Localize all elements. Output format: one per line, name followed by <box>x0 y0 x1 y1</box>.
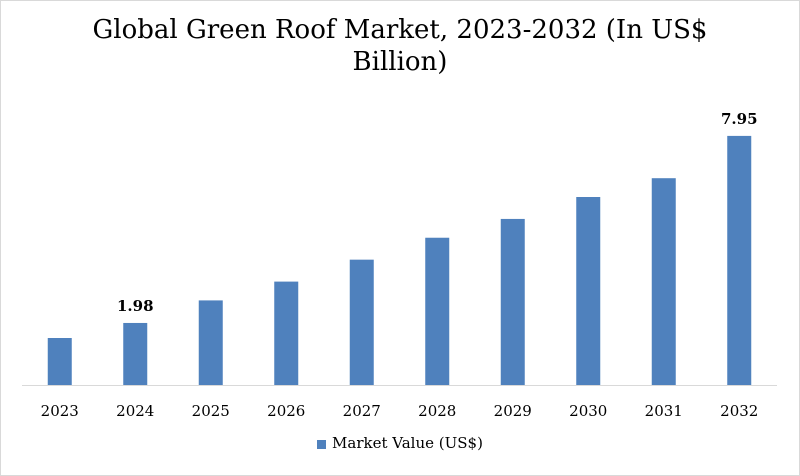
bar-2030 <box>576 197 601 385</box>
x-tick-label-2026: 2026 <box>267 402 305 420</box>
x-tick-label-2024: 2024 <box>116 402 154 420</box>
bar-2024 <box>123 322 148 385</box>
chart-title-line2: Billion) <box>352 47 448 77</box>
legend: Market Value (US$) <box>0 434 800 452</box>
x-tick-label-2025: 2025 <box>192 402 230 420</box>
bar-2027 <box>349 259 374 385</box>
x-tick-label-2031: 2031 <box>645 402 683 420</box>
bar-2031 <box>651 178 676 385</box>
x-tick-label-2032: 2032 <box>720 402 758 420</box>
legend-swatch <box>317 439 327 449</box>
bar-2028 <box>425 237 450 385</box>
data-label-2024: 1.98 <box>117 297 154 315</box>
legend-label: Market Value (US$) <box>332 434 483 452</box>
chart-title: Global Green Roof Market, 2023-2032 (In … <box>0 14 800 78</box>
bar-2026 <box>274 281 299 385</box>
x-tick-label-2028: 2028 <box>418 402 456 420</box>
bar-2029 <box>500 218 525 385</box>
x-tick-label-2023: 2023 <box>41 402 79 420</box>
x-tick-label-2027: 2027 <box>343 402 381 420</box>
bar-2025 <box>198 300 223 385</box>
data-label-2032: 7.95 <box>721 110 758 128</box>
bar-2032 <box>727 135 752 385</box>
x-tick-label-2029: 2029 <box>494 402 532 420</box>
bar-2023 <box>47 338 72 385</box>
chart-title-line1: Global Green Roof Market, 2023-2032 (In … <box>92 15 708 45</box>
x-tick-label-2030: 2030 <box>569 402 607 420</box>
